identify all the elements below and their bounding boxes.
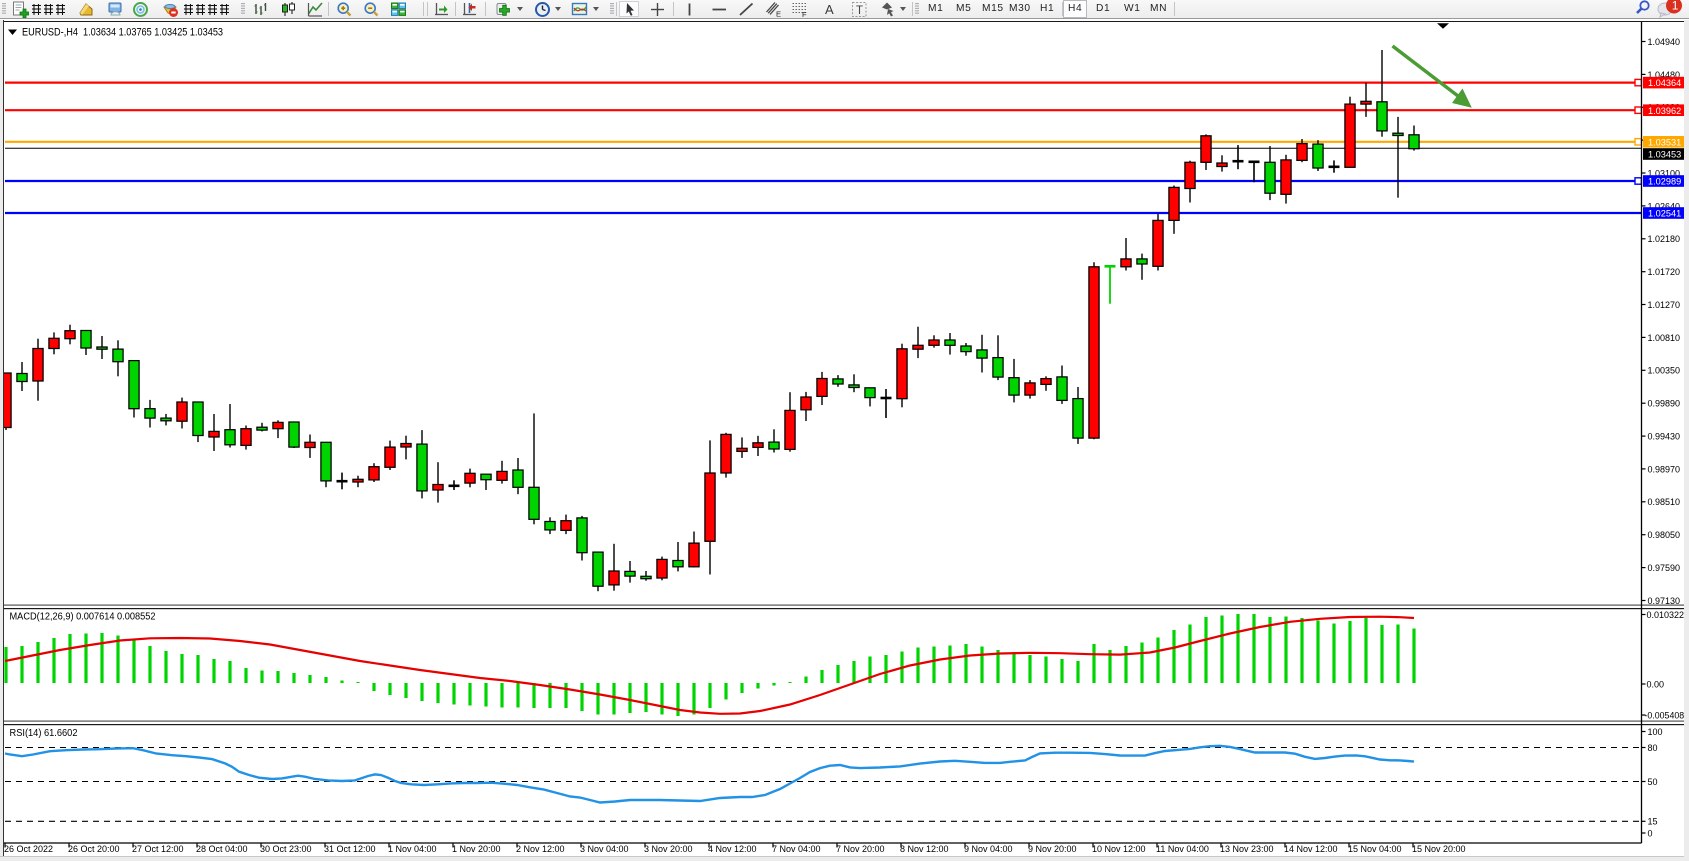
svg-text:11 Nov 04:00: 11 Nov 04:00 bbox=[1156, 844, 1209, 854]
svg-text:0: 0 bbox=[1648, 828, 1653, 838]
svg-text:4 Nov 12:00: 4 Nov 12:00 bbox=[708, 844, 757, 854]
svg-text:9 Nov 20:00: 9 Nov 20:00 bbox=[1028, 844, 1077, 854]
svg-text:0.00: 0.00 bbox=[1647, 679, 1665, 689]
svg-text:0.97590: 0.97590 bbox=[1648, 563, 1681, 573]
svg-text:0.010322: 0.010322 bbox=[1647, 610, 1685, 620]
svg-text:MACD(12,26,9) 0.007614 0.00855: MACD(12,26,9) 0.007614 0.008552 bbox=[10, 612, 156, 623]
svg-text:1.04364: 1.04364 bbox=[1648, 78, 1681, 88]
svg-text:1 Nov 20:00: 1 Nov 20:00 bbox=[452, 844, 501, 854]
svg-text:1.01270: 1.01270 bbox=[1648, 300, 1681, 310]
svg-text:1.01720: 1.01720 bbox=[1648, 267, 1681, 277]
svg-text:1 Nov 04:00: 1 Nov 04:00 bbox=[388, 844, 437, 854]
svg-text:1.03453: 1.03453 bbox=[1648, 150, 1681, 160]
svg-text:27 Oct 12:00: 27 Oct 12:00 bbox=[132, 844, 184, 854]
svg-text:0.98050: 0.98050 bbox=[1648, 530, 1681, 540]
svg-text:15: 15 bbox=[1648, 817, 1658, 827]
svg-text:1.02640: 1.02640 bbox=[1648, 201, 1681, 211]
svg-text:100: 100 bbox=[1648, 727, 1663, 737]
svg-text:0.97130: 0.97130 bbox=[1648, 596, 1681, 606]
svg-text:1.02541: 1.02541 bbox=[1648, 209, 1681, 219]
svg-text:1.03531: 1.03531 bbox=[1648, 137, 1681, 147]
svg-text:31 Oct 12:00: 31 Oct 12:00 bbox=[324, 844, 376, 854]
svg-text:26 Oct 20:00: 26 Oct 20:00 bbox=[68, 844, 120, 854]
svg-text:1.04940: 1.04940 bbox=[1648, 37, 1681, 47]
svg-text:3 Nov 20:00: 3 Nov 20:00 bbox=[644, 844, 693, 854]
svg-text:1.00810: 1.00810 bbox=[1648, 333, 1681, 343]
svg-text:1.04480: 1.04480 bbox=[1648, 70, 1681, 80]
svg-text:3 Nov 04:00: 3 Nov 04:00 bbox=[580, 844, 629, 854]
svg-text:28 Oct 04:00: 28 Oct 04:00 bbox=[196, 844, 248, 854]
svg-text:F: F bbox=[802, 10, 807, 18]
svg-text:RSI(14) 61.6602: RSI(14) 61.6602 bbox=[10, 728, 78, 739]
svg-text:14 Nov 12:00: 14 Nov 12:00 bbox=[1284, 844, 1338, 854]
svg-text:30 Oct 23:00: 30 Oct 23:00 bbox=[260, 844, 312, 854]
svg-text:1.02180: 1.02180 bbox=[1648, 234, 1681, 244]
svg-text:13 Nov 23:00: 13 Nov 23:00 bbox=[1220, 844, 1274, 854]
svg-text:1: 1 bbox=[1672, 0, 1679, 13]
svg-text:0.99430: 0.99430 bbox=[1648, 432, 1681, 442]
svg-text:2 Nov 12:00: 2 Nov 12:00 bbox=[516, 844, 565, 854]
svg-text:0.98510: 0.98510 bbox=[1648, 497, 1681, 507]
svg-text:15 Nov 04:00: 15 Nov 04:00 bbox=[1348, 844, 1402, 854]
svg-text:80: 80 bbox=[1648, 743, 1658, 753]
svg-text:1.03962: 1.03962 bbox=[1648, 106, 1681, 116]
svg-text:0.98970: 0.98970 bbox=[1648, 464, 1681, 474]
svg-text:9 Nov 04:00: 9 Nov 04:00 bbox=[964, 844, 1013, 854]
svg-text:8 Nov 12:00: 8 Nov 12:00 bbox=[900, 844, 949, 854]
svg-text:15 Nov 20:00: 15 Nov 20:00 bbox=[1412, 844, 1466, 854]
svg-text:E: E bbox=[776, 10, 781, 19]
svg-text:1.03100: 1.03100 bbox=[1648, 168, 1681, 178]
svg-text:50: 50 bbox=[1648, 777, 1658, 787]
svg-text:1.00350: 1.00350 bbox=[1648, 366, 1681, 376]
svg-text:26 Oct 2022: 26 Oct 2022 bbox=[4, 844, 53, 854]
svg-text:T: T bbox=[856, 5, 863, 17]
svg-text:10 Nov 12:00: 10 Nov 12:00 bbox=[1092, 844, 1146, 854]
svg-text:EURUSD-,H4 1.03634 1.03765 1.: EURUSD-,H4 1.03634 1.03765 1.03425 1.034… bbox=[22, 27, 223, 39]
svg-text:7 Nov 20:00: 7 Nov 20:00 bbox=[836, 844, 885, 854]
svg-text:-0.005408: -0.005408 bbox=[1645, 710, 1685, 720]
svg-text:7 Nov 04:00: 7 Nov 04:00 bbox=[772, 844, 821, 854]
svg-text:0.99890: 0.99890 bbox=[1648, 399, 1681, 409]
svg-text:1.02989: 1.02989 bbox=[1648, 177, 1681, 187]
